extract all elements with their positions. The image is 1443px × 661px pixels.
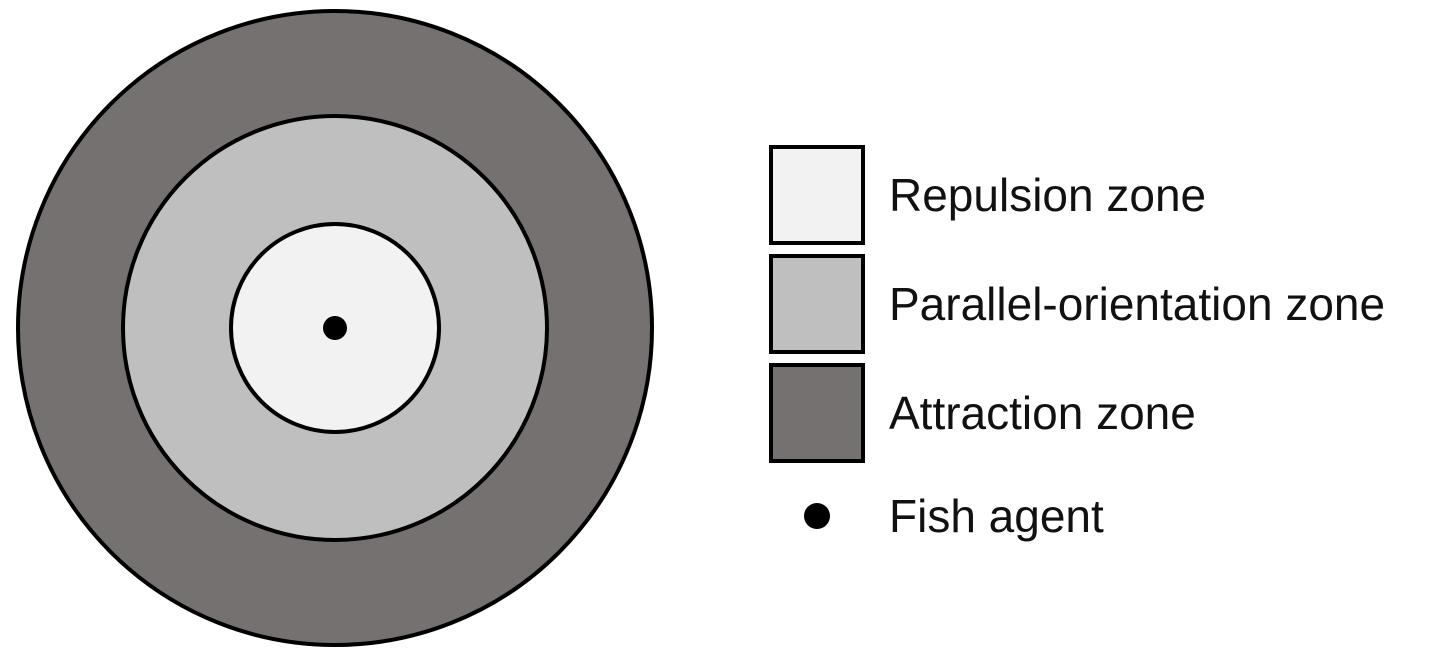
fish-agent-legend-dot xyxy=(804,503,830,529)
fish-agent-marker-cell xyxy=(769,468,865,564)
attraction-swatch xyxy=(769,363,865,463)
repulsion-swatch xyxy=(769,145,865,245)
parallel-orientation-swatch xyxy=(769,254,865,354)
legend-label-fish-agent: Fish agent xyxy=(889,490,1104,542)
legend-item-attraction: Attraction zone xyxy=(769,363,1196,463)
fish-agent-dot xyxy=(323,316,347,340)
legend-item-fish-agent: Fish agent xyxy=(769,468,1104,564)
legend-label-parallel-orientation: Parallel-orientation zone xyxy=(889,278,1386,330)
legend-label-repulsion: Repulsion zone xyxy=(889,169,1207,221)
legend-label-attraction: Attraction zone xyxy=(889,387,1196,439)
legend-item-repulsion: Repulsion zone xyxy=(769,145,1206,245)
legend-item-parallel-orientation: Parallel-orientation zone xyxy=(769,254,1385,354)
